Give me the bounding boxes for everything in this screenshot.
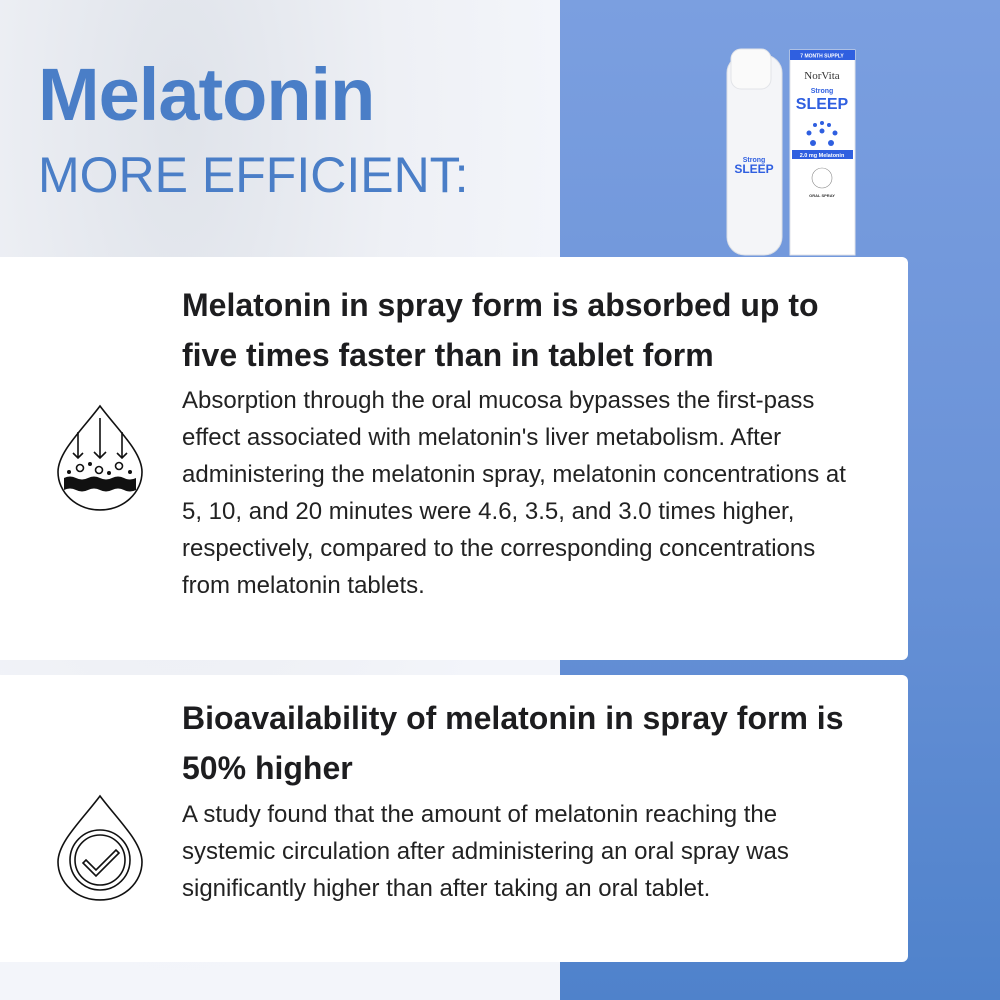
card-body: A study found that the amount of melaton… [182,801,789,902]
page-title: Melatonin [38,53,375,136]
form-label: ORAL SPRAY [809,193,835,198]
card-body: Absorption through the oral mucosa bypas… [182,387,846,599]
check-drop-icon [57,794,143,901]
card-heading: Melatonin in spray form is absorbed up t… [182,287,819,373]
card-absorption: Melatonin in spray form is absorbed up t… [0,257,908,660]
supply-badge: 7 MONTH SUPPLY [800,54,844,60]
bottle-line: Strong [743,157,766,164]
product-image: Strong SLEEP 7 MONTH SUPPLY NorVita Stro… [726,48,856,256]
box-line: Strong [811,88,834,95]
box-name: SLEEP [796,96,849,113]
dose-label: 2.0 mg Melatonin [800,153,845,159]
card-heading: Bioavailability of melatonin in spray fo… [182,700,844,786]
absorption-drop-icon [57,404,143,511]
bottle-name: SLEEP [734,162,773,176]
brand-name: NorVita [804,70,840,82]
card-bioavailability: Bioavailability of melatonin in spray fo… [0,675,908,962]
page-subtitle: MORE EFFICIENT: [38,147,469,203]
